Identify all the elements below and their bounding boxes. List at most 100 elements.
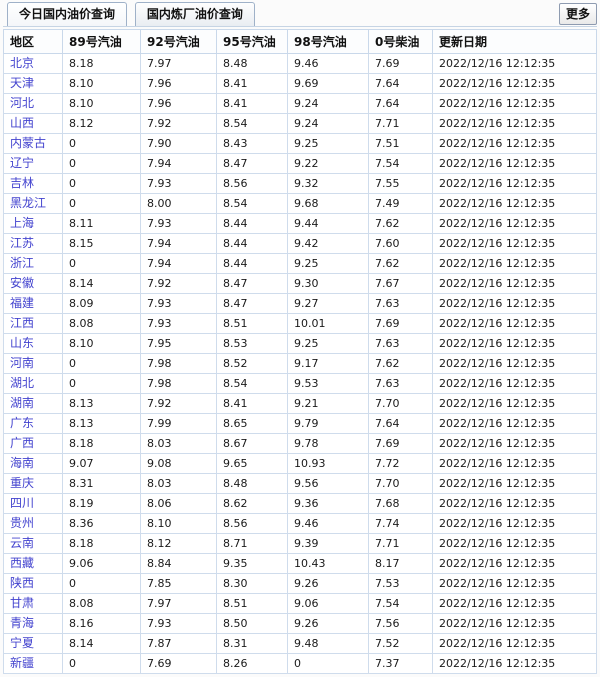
table-row: 安徽 8.14 7.92 8.47 9.30 7.67 2022/12/16 12:12:3…	[3, 273, 597, 294]
more-button[interactable]: 更多	[558, 3, 597, 25]
price-cell: 8.51	[216, 313, 288, 334]
region-link[interactable]: 广东	[10, 416, 35, 430]
price-cell: 8.48	[216, 473, 288, 494]
region-link[interactable]: 辽宁	[10, 156, 35, 170]
price-cell: 8.13	[62, 413, 141, 434]
price-cell: 7.63	[368, 333, 433, 354]
price-cell: 9.36	[287, 493, 369, 514]
region-link[interactable]: 青海	[10, 616, 35, 630]
region-cell: 湖南	[3, 393, 63, 414]
price-cell: 0	[62, 373, 141, 394]
price-cell: 7.97	[140, 53, 217, 74]
region-link[interactable]: 海南	[10, 456, 35, 470]
tab-today-domestic-oil-price[interactable]: 今日国内油价查询	[7, 2, 128, 26]
region-link[interactable]: 上海	[10, 216, 35, 230]
region-link[interactable]: 广西	[10, 436, 35, 450]
price-cell: 8.18	[62, 53, 141, 74]
region-link[interactable]: 吉林	[10, 176, 35, 190]
price-cell: 9.68	[287, 193, 369, 214]
price-cell: 10.01	[287, 313, 369, 334]
price-cell: 8.14	[62, 633, 141, 654]
price-cell: 7.63	[368, 293, 433, 314]
price-cell: 9.26	[287, 573, 369, 594]
region-cell: 贵州	[3, 513, 63, 534]
price-cell: 9.22	[287, 153, 369, 174]
region-cell: 江西	[3, 313, 63, 334]
region-link[interactable]: 云南	[10, 536, 35, 550]
update-date-cell: 2022/12/16 12:12:35	[432, 493, 597, 514]
price-cell: 7.69	[368, 433, 433, 454]
region-link[interactable]: 陕西	[10, 576, 35, 590]
region-cell: 海南	[3, 453, 63, 474]
region-link[interactable]: 安徽	[10, 276, 35, 290]
update-date-cell: 2022/12/16 12:12:35	[432, 453, 597, 474]
region-link[interactable]: 河南	[10, 356, 35, 370]
region-link[interactable]: 内蒙古	[10, 136, 47, 150]
price-cell: 7.63	[368, 373, 433, 394]
update-date-cell: 2022/12/16 12:12:35	[432, 233, 597, 254]
price-cell: 8.08	[62, 313, 141, 334]
update-date-cell: 2022/12/16 12:12:35	[432, 173, 597, 194]
region-link[interactable]: 西藏	[10, 556, 35, 570]
region-cell: 甘肃	[3, 593, 63, 614]
update-date-cell: 2022/12/16 12:12:35	[432, 313, 597, 334]
table-row: 福建 8.09 7.93 8.47 9.27 7.63 2022/12/16 12:12:3…	[3, 293, 597, 314]
price-cell: 9.06	[287, 593, 369, 614]
region-cell: 河南	[3, 353, 63, 374]
price-cell: 0	[62, 173, 141, 194]
price-cell: 8.16	[62, 613, 141, 634]
price-cell: 9.56	[287, 473, 369, 494]
region-link[interactable]: 江西	[10, 316, 35, 330]
price-cell: 9.48	[287, 633, 369, 654]
region-link[interactable]: 贵州	[10, 516, 35, 530]
region-link[interactable]: 四川	[10, 496, 35, 510]
price-cell: 7.49	[368, 193, 433, 214]
price-table: 地区 89号汽油 92号汽油 95号汽油 98号汽油 0号柴油 更新日期 北京 8.18 7.9…	[3, 29, 597, 674]
price-cell: 8.17	[368, 553, 433, 574]
price-cell: 8.19	[62, 493, 141, 514]
region-link[interactable]: 江苏	[10, 236, 35, 250]
region-cell: 山东	[3, 333, 63, 354]
region-link[interactable]: 河北	[10, 96, 35, 110]
price-cell: 8.00	[140, 193, 217, 214]
price-cell: 8.71	[216, 533, 288, 554]
region-link[interactable]: 宁夏	[10, 636, 35, 650]
update-date-cell: 2022/12/16 12:12:35	[432, 213, 597, 234]
price-cell: 0	[62, 133, 141, 154]
region-link[interactable]: 北京	[10, 56, 35, 70]
region-link[interactable]: 天津	[10, 76, 35, 90]
region-link[interactable]: 新疆	[10, 656, 35, 670]
column-header: 92号汽油	[140, 29, 217, 54]
table-row: 辽宁 0 7.94 8.47 9.22 7.54 2022/12/16 12:12:35	[3, 153, 597, 174]
region-link[interactable]: 湖南	[10, 396, 35, 410]
region-link[interactable]: 山西	[10, 116, 35, 130]
price-cell: 0	[62, 193, 141, 214]
update-date-cell: 2022/12/16 12:12:35	[432, 653, 597, 674]
price-cell: 8.10	[140, 513, 217, 534]
region-link[interactable]: 湖北	[10, 376, 35, 390]
price-cell: 9.21	[287, 393, 369, 414]
price-cell: 7.62	[368, 253, 433, 274]
table-row: 河北 8.10 7.96 8.41 9.24 7.64 2022/12/16 12:12:3…	[3, 93, 597, 114]
price-cell: 7.94	[140, 253, 217, 274]
region-link[interactable]: 重庆	[10, 476, 35, 490]
region-link[interactable]: 福建	[10, 296, 35, 310]
table-row: 云南 8.18 8.12 8.71 9.39 7.71 2022/12/16 12:12:3…	[3, 533, 597, 554]
update-date-cell: 2022/12/16 12:12:35	[432, 93, 597, 114]
region-cell: 江苏	[3, 233, 63, 254]
price-cell: 8.36	[62, 513, 141, 534]
price-cell: 7.60	[368, 233, 433, 254]
region-link[interactable]: 山东	[10, 336, 35, 350]
update-date-cell: 2022/12/16 12:12:35	[432, 293, 597, 314]
tab-domestic-refinery-oil-price[interactable]: 国内炼厂油价查询	[134, 2, 255, 26]
region-link[interactable]: 黑龙江	[10, 196, 47, 210]
price-cell: 0	[287, 653, 369, 674]
price-cell: 7.85	[140, 573, 217, 594]
region-cell: 宁夏	[3, 633, 63, 654]
table-row: 吉林 0 7.93 8.56 9.32 7.55 2022/12/16 12:12:35	[3, 173, 597, 194]
price-cell: 7.92	[140, 113, 217, 134]
price-cell: 7.93	[140, 293, 217, 314]
price-cell: 8.54	[216, 373, 288, 394]
region-link[interactable]: 甘肃	[10, 596, 35, 610]
region-link[interactable]: 浙江	[10, 256, 35, 270]
